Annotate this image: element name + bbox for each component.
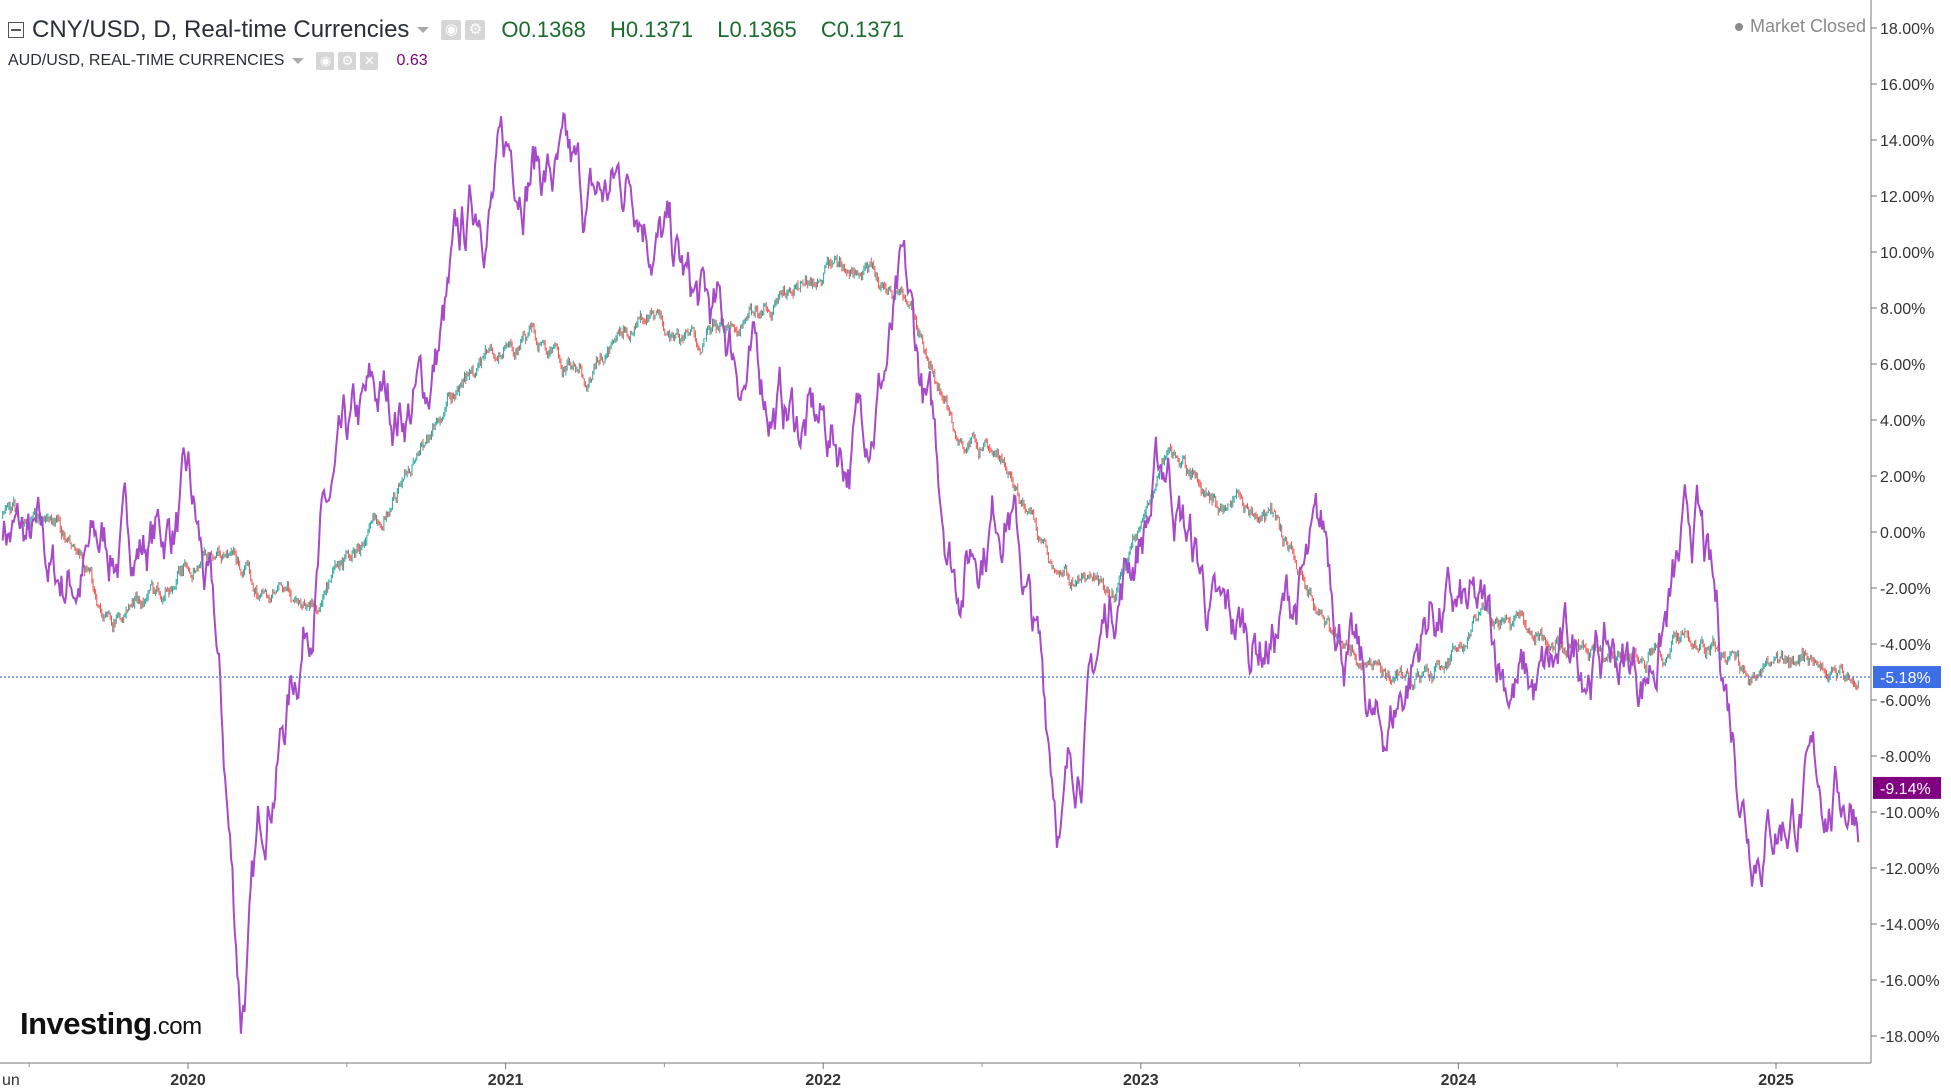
x-tick-label: 2023 (1123, 1072, 1159, 1089)
y-tick-label: 16.00% (1880, 77, 1934, 94)
main-series-title[interactable]: CNY/USD, D, Real-time Currencies (32, 16, 410, 43)
y-tick-label: -2.00% (1880, 581, 1931, 598)
y-tick-label: -16.00% (1880, 973, 1940, 990)
y-tick-label: 10.00% (1880, 245, 1934, 262)
market-status-label: Market Closed (1749, 16, 1866, 36)
y-tick-label: 12.00% (1880, 189, 1934, 206)
chevron-down-icon[interactable] (292, 58, 305, 64)
compare-series-legend: AUD/USD, REAL-TIME CURRENCIES ◉ ⚙ ✕ 0.63 (8, 50, 428, 72)
x-tick-label: 2025 (1758, 1072, 1794, 1089)
x-tick-label: 2020 (170, 1072, 206, 1089)
y-tick-label: -4.00% (1880, 637, 1931, 654)
y-tick-label: -10.00% (1880, 805, 1940, 822)
x-tick-label: un (2, 1072, 20, 1089)
y-tick-label: -12.00% (1880, 861, 1940, 878)
y-tick-label: 18.00% (1880, 21, 1934, 38)
series-aud-usd-line (1, 111, 1860, 1034)
open-value: O0.1368 (501, 17, 586, 42)
series-cny-usd (2, 254, 1859, 691)
close-value: C0.1371 (820, 17, 905, 42)
eye-icon[interactable]: ◉ (441, 20, 462, 40)
price-axis[interactable]: 18.00% 16.00% 14.00% 12.00% 10.00% 8.00% 6.00%… (1871, 21, 1940, 1046)
cny-last-value-badge (1873, 666, 1941, 689)
market-status: Market Closed (1734, 16, 1866, 37)
y-tick-label: 8.00% (1880, 301, 1925, 318)
y-tick-label: -6.00% (1880, 693, 1931, 710)
time-axis[interactable]: un 2020 2021 2022 2023 2024 2025 (2, 1063, 1794, 1089)
logo-suffix: .com (151, 1013, 203, 1040)
logo-main: Investing (20, 1006, 152, 1041)
chevron-down-icon[interactable] (417, 27, 430, 33)
x-tick-label: 2022 (805, 1072, 841, 1089)
eye-icon[interactable]: ◉ (316, 52, 335, 70)
investing-logo[interactable]: Investing.com (20, 1006, 202, 1042)
x-tick-label: 2021 (488, 1072, 524, 1089)
close-icon[interactable]: ✕ (360, 52, 379, 70)
status-dot-icon (1734, 22, 1743, 31)
compare-series-title[interactable]: AUD/USD, REAL-TIME CURRENCIES (8, 52, 285, 69)
ohlc-values: O0.1368 H0.1371 L0.1365 C0.1371 (501, 17, 922, 43)
low-value: L0.1365 (717, 17, 797, 42)
y-tick-label: 2.00% (1880, 469, 1925, 486)
y-tick-label: -14.00% (1880, 917, 1940, 934)
y-tick-label: 14.00% (1880, 133, 1934, 150)
gear-icon[interactable]: ⚙ (338, 52, 357, 70)
y-tick-label: -18.00% (1880, 1029, 1940, 1046)
y-tick-label: 0.00% (1880, 525, 1925, 542)
compare-series-value: 0.63 (396, 52, 428, 69)
y-tick-label: -8.00% (1880, 749, 1931, 766)
aud-last-value-badge-label: -9.14% (1880, 781, 1931, 798)
cny-last-value-badge-label: -5.18% (1880, 670, 1931, 687)
x-tick-label: 2024 (1441, 1072, 1477, 1089)
high-value: H0.1371 (609, 17, 694, 42)
y-tick-label: 6.00% (1880, 357, 1925, 374)
y-tick-label: 4.00% (1880, 413, 1925, 430)
gear-icon[interactable]: ⚙ (465, 20, 486, 40)
aud-last-value-badge (1873, 776, 1941, 799)
main-series-legend: CNY/USD, D, Real-time Currencies ◉ ⚙ O0.… (8, 12, 922, 48)
collapse-icon[interactable] (8, 22, 24, 38)
